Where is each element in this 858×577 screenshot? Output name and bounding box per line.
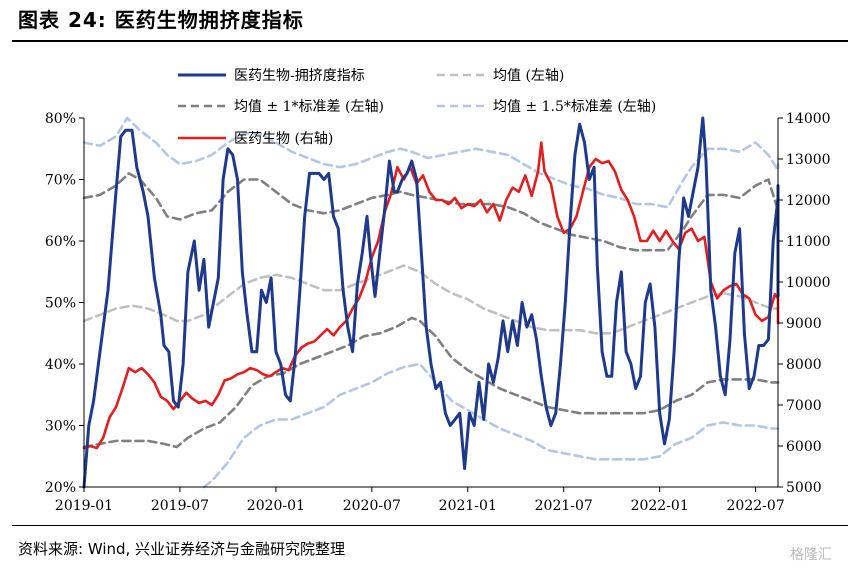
left-axis-ticks: 20% 30% 40% 50% 60% 70% 80%: [45, 111, 84, 496]
right-tick-label: 14000: [786, 111, 831, 127]
footer-rule: [12, 525, 848, 526]
right-tick-label: 10000: [786, 275, 831, 291]
right-tick-label: 12000: [786, 193, 831, 209]
x-tick-label: 2021-01: [439, 498, 497, 514]
legend-label-mean: 均值 (左轴): [493, 68, 564, 84]
left-tick-label: 40%: [45, 357, 76, 373]
series-band15-lower: [202, 362, 780, 489]
title-rule: [12, 40, 848, 42]
watermark: 格隆汇: [790, 547, 832, 563]
legend-label-crowding: 医药生物-拥挤度指标: [234, 68, 365, 84]
series-band1-upper: [82, 172, 780, 252]
legend: 医药生物-拥挤度指标 均值 (左轴) 均值 ± 1*标准差 (左轴) 均值 ± 1.5…: [178, 68, 656, 147]
series-band1-lower: [82, 316, 780, 449]
plot-lines: [82, 116, 780, 489]
left-tick-label: 60%: [45, 234, 76, 250]
left-tick-label: 20%: [45, 480, 76, 496]
x-tick-label: 2019-01: [55, 498, 113, 514]
right-tick-label: 9000: [786, 316, 822, 332]
right-tick-label: 8000: [786, 357, 822, 373]
right-tick-label: 6000: [786, 439, 822, 455]
right-axis-ticks: 5000 6000 7000 8000 9000 10000 11000 12000 13000…: [778, 111, 831, 496]
series-mean: [82, 264, 780, 335]
legend-label-band1: 均值 ± 1*标准差 (左轴): [234, 99, 384, 115]
x-tick-label: 2021-07: [535, 498, 593, 514]
right-tick-label: 7000: [786, 398, 822, 414]
x-tick-label: 2019-07: [151, 498, 209, 514]
axes: [83, 118, 779, 488]
series-crowding: [82, 116, 780, 489]
x-axis-ticks: 2019-01 2019-07 2020-01 2020-07 2021-01 2021-…: [55, 487, 785, 514]
right-tick-label: 11000: [786, 234, 831, 250]
chart-title: 图表 24: 医药生物拥挤度指标: [18, 8, 304, 32]
source-note: 资料来源: Wind, 兴业证券经济与金融研究院整理: [18, 540, 346, 558]
x-tick-label: 2020-07: [343, 498, 401, 514]
left-tick-label: 30%: [45, 419, 76, 435]
legend-label-index: 医药生物 (右轴): [234, 131, 333, 147]
left-tick-label: 80%: [45, 111, 76, 127]
left-tick-label: 70%: [45, 173, 76, 189]
x-tick-label: 2022-07: [727, 498, 785, 514]
right-tick-label: 5000: [786, 480, 822, 496]
left-tick-label: 50%: [45, 296, 76, 312]
series-band15-upper: [82, 116, 780, 209]
x-tick-label: 2020-01: [247, 498, 305, 514]
x-tick-label: 2022-01: [631, 498, 689, 514]
right-tick-label: 13000: [786, 152, 831, 168]
legend-label-band15: 均值 ± 1.5*标准差 (左轴): [493, 99, 656, 115]
